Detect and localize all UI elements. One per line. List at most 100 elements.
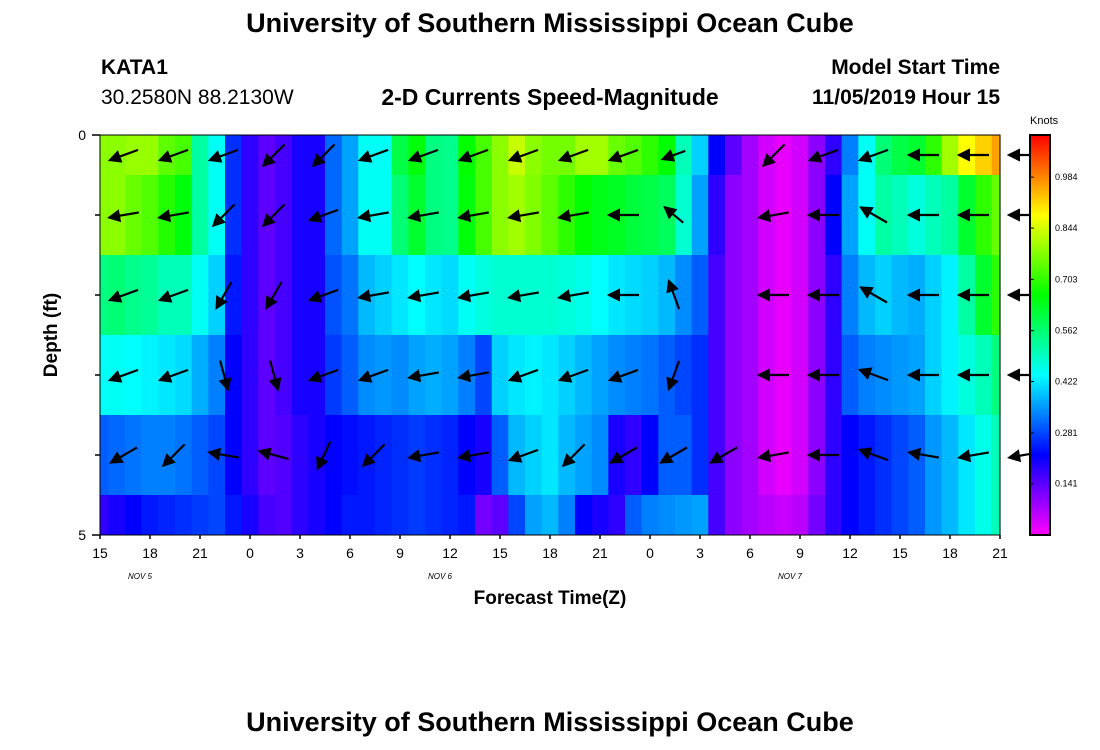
- current-vector: [607, 368, 639, 383]
- heatmap-cell: [641, 415, 659, 495]
- heatmap-cell: [941, 335, 959, 415]
- heatmap-cell: [675, 175, 693, 255]
- heatmap-cell: [425, 175, 443, 255]
- heatmap-cell: [191, 175, 209, 255]
- heatmap-cell: [391, 135, 409, 175]
- heatmap-cell: [191, 255, 209, 335]
- current-vector: [557, 368, 589, 383]
- heatmap-cell: [408, 495, 426, 535]
- heatmap-cell: [741, 335, 759, 415]
- heatmap-cell: [175, 415, 193, 495]
- heatmap-cell: [791, 495, 809, 535]
- heatmap-cell: [100, 135, 109, 175]
- heatmap-cell: [458, 495, 476, 535]
- heatmap-cell: [625, 415, 643, 495]
- day-label: NOV 6: [428, 572, 453, 581]
- heatmap-cell: [991, 335, 1001, 415]
- heatmap-cell: [291, 495, 309, 535]
- heatmap-cell: [308, 495, 326, 535]
- heatmap-cell: [258, 495, 276, 535]
- heatmap-cell: [791, 335, 809, 415]
- current-vector: [807, 148, 839, 163]
- heatmap-cell: [541, 255, 559, 335]
- heatmap-cell: [475, 255, 493, 335]
- heatmap-cell: [941, 415, 959, 495]
- current-vector: [857, 148, 889, 163]
- current-vector: [316, 440, 332, 471]
- heatmap-cell: [575, 135, 593, 175]
- heatmap-cell: [541, 175, 559, 255]
- heatmap-cell: [541, 495, 559, 535]
- heatmap-cell: [975, 495, 993, 535]
- current-vector: [557, 148, 589, 163]
- current-vector: [709, 446, 738, 464]
- current-vector: [507, 368, 539, 383]
- current-vector: [659, 446, 688, 464]
- heatmap-cell: [375, 415, 393, 495]
- heatmap-cell: [991, 255, 1001, 335]
- heatmap-cell: [641, 255, 659, 335]
- heatmap-cell: [441, 495, 459, 535]
- x-tick-label: 3: [296, 545, 304, 561]
- heatmap-cell: [175, 255, 193, 335]
- current-vector: [307, 288, 339, 303]
- heatmap-cell: [241, 335, 259, 415]
- heatmap-cell: [591, 495, 609, 535]
- heatmap-cell: [625, 495, 643, 535]
- heatmap-cell: [891, 135, 909, 175]
- heatmap-cell: [175, 175, 193, 255]
- current-vector: [757, 449, 789, 463]
- heatmap-cell: [175, 495, 193, 535]
- heatmap-cell: [325, 415, 343, 495]
- heatmap-cell: [991, 415, 1001, 495]
- heatmap-cell: [100, 175, 109, 255]
- current-vector: [457, 369, 489, 383]
- x-tick-label: 3: [696, 545, 704, 561]
- heatmap-cell: [708, 255, 726, 335]
- heatmap-cell: [491, 415, 509, 495]
- heatmap-cell: [825, 135, 843, 175]
- heatmap-cell: [141, 135, 159, 175]
- current-vectors: [107, 143, 1039, 471]
- heatmap-cell: [275, 495, 293, 535]
- heatmap-cell: [225, 255, 243, 335]
- current-vector: [666, 278, 681, 310]
- heatmap-cell: [575, 255, 593, 335]
- day-label: NOV 7: [778, 572, 803, 581]
- current-vector: [268, 360, 282, 392]
- heatmap-cell: [375, 135, 393, 175]
- heatmap-cell: [858, 495, 876, 535]
- current-vector: [211, 203, 236, 228]
- heatmap-cell: [341, 255, 359, 335]
- heatmap-cell: [125, 415, 143, 495]
- heatmap-cell: [875, 335, 893, 415]
- heatmap-cell: [791, 415, 809, 495]
- heatmap-cell: [291, 175, 309, 255]
- heatmap-cell: [875, 255, 893, 335]
- heatmap-cell: [291, 415, 309, 495]
- y-axis: 05: [78, 127, 100, 543]
- current-vector: [157, 209, 189, 223]
- heatmap-cell: [641, 495, 659, 535]
- heatmap-cell: [925, 415, 943, 495]
- heatmap-cell: [658, 335, 676, 415]
- heatmap-cell: [241, 415, 259, 495]
- heatmap-cell: [341, 415, 359, 495]
- heatmap-cell: [425, 335, 443, 415]
- x-tick-label: 15: [92, 545, 108, 561]
- heatmap-cell: [191, 415, 209, 495]
- heatmap-cell: [125, 495, 143, 535]
- heatmap-cell: [225, 175, 243, 255]
- current-vector: [407, 449, 439, 463]
- heatmap-cell: [775, 415, 793, 495]
- colorbar-tick-label: 0.141: [1055, 479, 1078, 489]
- heatmap-cell: [541, 415, 559, 495]
- heatmap-cell: [975, 415, 993, 495]
- heatmap-cell: [875, 495, 893, 535]
- heatmap-cell: [441, 255, 459, 335]
- current-vector: [407, 289, 439, 303]
- heatmap-cell: [475, 495, 493, 535]
- heatmap-cell: [275, 175, 293, 255]
- model-start-value: 11/05/2019 Hour 15: [812, 86, 1000, 109]
- heatmap-cell: [775, 495, 793, 535]
